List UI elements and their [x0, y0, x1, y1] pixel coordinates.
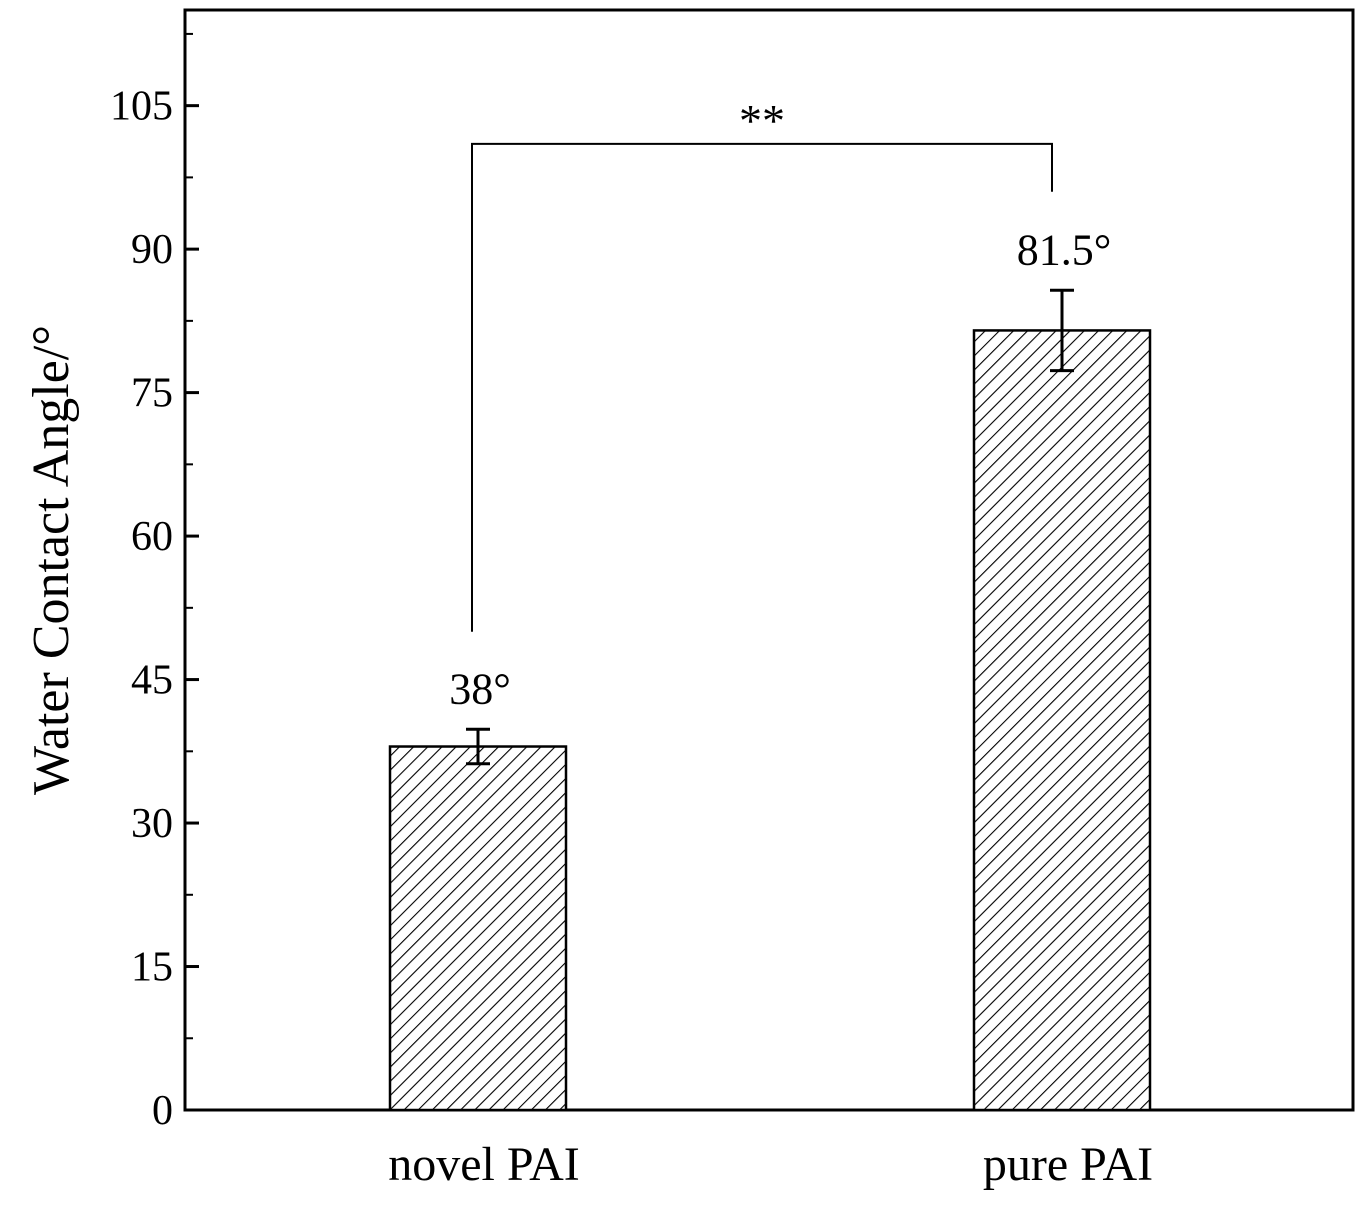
- y-axis-tick-labels: 0 15 30 45 60 75 90 105: [110, 84, 173, 1134]
- bar: [388, 745, 568, 1112]
- y-tick-label: 15: [131, 945, 173, 991]
- y-tick-label: 105: [110, 84, 173, 130]
- category-labels: novel PAI pure PAI: [388, 1138, 1153, 1191]
- bar: [972, 329, 1152, 1112]
- y-tick-label: 60: [131, 514, 173, 560]
- significance-line: [471, 142, 1053, 632]
- bar-value-label: 81.5°: [1017, 225, 1112, 274]
- x-category-label: novel PAI: [388, 1138, 580, 1191]
- significance-bracket: **: [471, 95, 1053, 632]
- plot-frame: [183, 8, 1355, 1112]
- data-labels: 38° 81.5°: [449, 225, 1111, 713]
- y-tick-label: 90: [131, 227, 173, 273]
- y-tick-label: 75: [131, 371, 173, 417]
- y-tick-label: 30: [131, 801, 173, 847]
- y-axis-label: Water Contact Angle/°: [23, 325, 80, 795]
- y-tick-label: 0: [152, 1088, 173, 1134]
- significance-label: **: [739, 95, 785, 146]
- x-category-label: pure PAI: [983, 1138, 1153, 1191]
- bars: [388, 329, 1152, 1112]
- bar-value-label: 38°: [449, 664, 511, 713]
- y-tick-label: 45: [131, 658, 173, 704]
- error-bars: [466, 288, 1074, 766]
- y-axis-ticks: [185, 32, 199, 1112]
